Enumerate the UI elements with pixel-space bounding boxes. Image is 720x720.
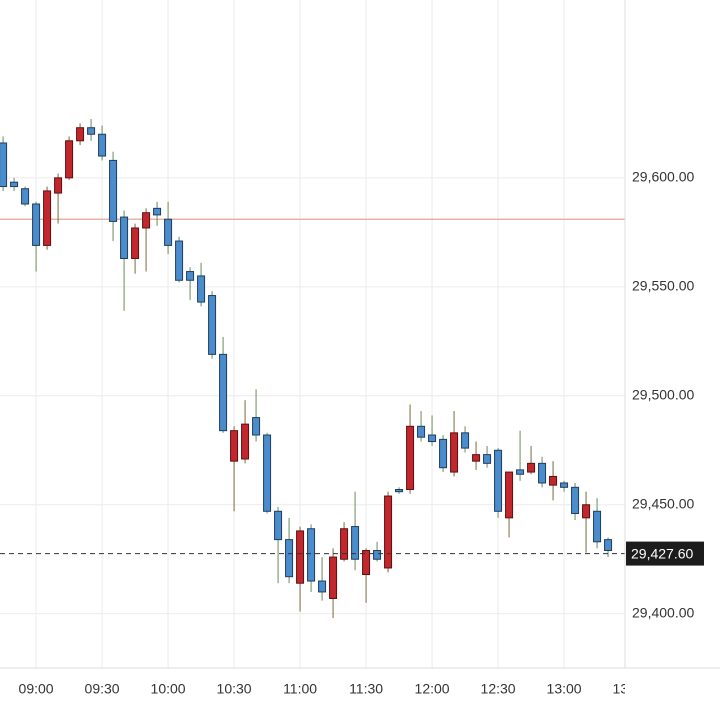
y-tick-label: 29,500.00 — [632, 386, 694, 402]
candle-body — [208, 295, 217, 355]
candle-body — [142, 212, 151, 229]
y-tick-label: 29,450.00 — [632, 495, 694, 511]
candle-body — [164, 218, 173, 246]
candle-body — [406, 425, 415, 491]
y-tick-label: 29,400.00 — [632, 604, 694, 620]
candle-body — [0, 142, 8, 188]
candle-body — [384, 495, 393, 569]
candle-body — [109, 159, 118, 222]
candle-body — [263, 434, 272, 512]
x-tick-label: 10:00 — [151, 681, 186, 697]
candle-body — [197, 275, 206, 303]
candle-body — [76, 127, 85, 142]
y-tick-label: 29,600.00 — [632, 169, 694, 185]
candle-body — [329, 556, 338, 599]
candle-body — [395, 489, 404, 493]
candle-body — [340, 528, 349, 560]
candle-body — [549, 475, 558, 486]
x-tick-label: 10:30 — [217, 681, 252, 697]
candle-body — [54, 177, 63, 194]
x-tick-label: 09:00 — [19, 681, 54, 697]
x-tick-label: 11:00 — [283, 681, 317, 697]
candle-body — [417, 425, 426, 438]
plot-area — [0, 118, 625, 619]
candle-body — [318, 580, 327, 593]
candle-body — [450, 432, 459, 473]
candle-body — [98, 133, 107, 157]
candle-body — [87, 127, 96, 135]
candle-body — [373, 550, 382, 560]
candle-body — [571, 486, 580, 514]
candle-body — [351, 526, 360, 560]
candle-body — [428, 434, 437, 443]
candle-body — [516, 469, 525, 475]
x-tick-label: 09:30 — [85, 681, 120, 697]
x-tick-label: 12:00 — [415, 681, 450, 697]
candle-body — [241, 423, 250, 460]
candle-body — [274, 510, 283, 541]
candle-body — [65, 140, 74, 179]
x-tick-label: 13:00 — [547, 681, 582, 697]
candle-body — [494, 449, 503, 512]
candle-body — [219, 353, 228, 432]
candle-body — [538, 462, 547, 484]
candle-body — [21, 188, 30, 205]
candle-body — [439, 438, 448, 469]
y-tick-label: 29,550.00 — [632, 278, 694, 294]
candle-body — [461, 432, 470, 449]
candle-body — [32, 203, 41, 246]
candle-body — [527, 462, 536, 473]
candle-body — [10, 181, 19, 188]
candle-body — [505, 471, 514, 519]
x-tick-label: 13:30 — [613, 681, 648, 697]
candle-body — [472, 454, 481, 462]
candle-body — [582, 504, 591, 519]
price-label: 29,427.60 — [631, 545, 693, 561]
candle-body — [131, 227, 140, 259]
candle-body — [120, 216, 129, 259]
candle-body — [285, 539, 294, 578]
candle-body — [560, 482, 569, 488]
x-tick-label: 12:30 — [481, 681, 516, 697]
candle-body — [483, 454, 492, 464]
candle-body — [175, 240, 184, 281]
candle-body — [153, 207, 162, 216]
y-axis: 29,400.00 29,450.00 29,500.00 29,550.00 29,6… — [632, 169, 694, 621]
candle-body — [252, 417, 261, 436]
candle-body — [186, 271, 195, 281]
price-label-box — [626, 541, 704, 566]
grid — [0, 0, 625, 668]
candle-body — [296, 530, 305, 584]
x-tick-label: 11:30 — [349, 681, 383, 697]
candle-body — [307, 528, 316, 582]
candle-body — [362, 550, 371, 576]
candle-body — [230, 430, 239, 462]
candle-body — [604, 539, 613, 552]
candle-body — [593, 510, 602, 543]
x-axis: 09:00 09:30 10:00 10:30 11:00 11:30 12:00 12:30… — [19, 681, 648, 697]
candle-body — [43, 190, 52, 246]
